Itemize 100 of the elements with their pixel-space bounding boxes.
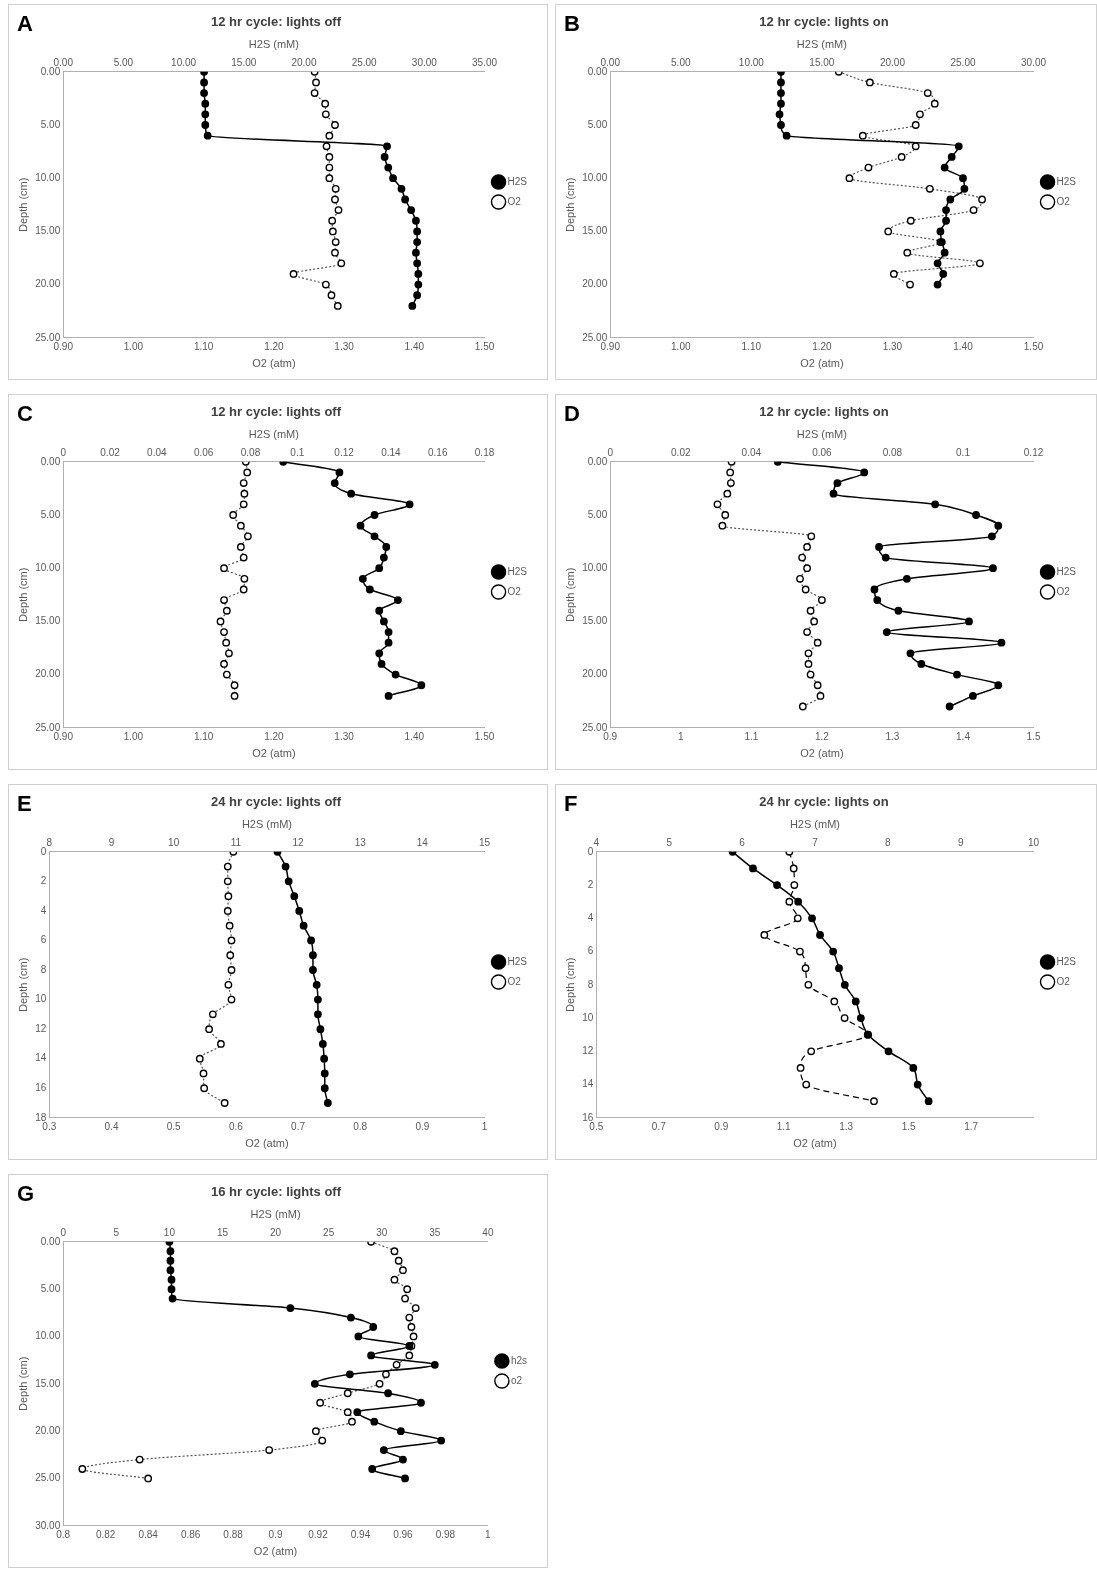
text: D <box>564 401 580 427</box>
y-tick-label: 20.00 <box>35 1424 61 1436</box>
x-tick-label: 0.9 <box>714 1120 729 1132</box>
y-tick-label: 4 <box>40 904 47 916</box>
x-tick-label: 1.3 <box>839 1120 854 1132</box>
x2-axis-title: H2S (mM) <box>796 38 847 51</box>
x2-tick-label: 0.16 <box>428 446 448 458</box>
x2-tick-label: 10 <box>1027 836 1040 848</box>
y-tick-label: 0.00 <box>40 1235 61 1247</box>
x2-tick-label: 0.08 <box>240 446 261 458</box>
y-axis-title: Depth (cm) <box>16 1356 29 1411</box>
x2-tick-label: 5 <box>113 1226 120 1238</box>
x-tick-label: 0.86 <box>180 1528 201 1540</box>
x2-tick-label: 0.02 <box>671 446 691 458</box>
text: E <box>17 791 32 817</box>
x-tick-label: 0.8 <box>56 1528 71 1540</box>
y-tick-label: 30.00 <box>35 1519 61 1531</box>
y-tick-label: 2 <box>587 878 594 890</box>
text: F <box>564 791 578 817</box>
x2-tick-label: 30.00 <box>411 56 438 68</box>
x2-tick-label: 20.00 <box>291 56 317 68</box>
x-tick-label: 0.96 <box>393 1528 414 1540</box>
y-axis-title: Depth (cm) <box>16 957 29 1012</box>
x-tick-label: 0.9 <box>415 1120 430 1132</box>
x-axis-title: O2 (atm) <box>793 1137 837 1150</box>
x2-axis-title: H2S (mM) <box>248 428 299 441</box>
y-tick-label: 12 <box>35 1022 47 1034</box>
y-tick-label: 5.00 <box>40 1282 61 1294</box>
y-tick-label: 8 <box>40 963 47 975</box>
y-tick-label: 20.00 <box>582 278 608 290</box>
x-axis-title: O2 (atm) <box>253 1545 298 1558</box>
legend-label: H2S <box>1056 565 1077 577</box>
x-tick-label: 1.30 <box>334 730 355 742</box>
x-tick-label: 1.30 <box>882 340 903 352</box>
legend-label: O2 <box>507 195 522 207</box>
x2-tick-label: 20 <box>269 1226 282 1238</box>
x2-tick-label: 14 <box>416 836 429 848</box>
x-tick-label: 0.5 <box>589 1120 604 1132</box>
y-tick-label: 4 <box>587 912 594 924</box>
x2-tick-label: 15 <box>216 1226 229 1238</box>
legend-label: H2S <box>507 955 528 967</box>
text: C <box>17 401 33 427</box>
x2-tick-label: 15 <box>478 836 491 848</box>
chart-title: 24 hr cycle: lights on <box>759 794 889 810</box>
x-tick-label: 1.1 <box>744 730 759 742</box>
y-axis-title: Depth (cm) <box>16 567 29 622</box>
y-tick-label: 15.00 <box>35 225 61 237</box>
x2-tick-label: 30.00 <box>1021 56 1047 68</box>
x2-tick-label: 35.00 <box>472 56 498 68</box>
x-axis-title: O2 (atm) <box>245 1137 289 1150</box>
x2-axis-title: H2S (mM) <box>248 38 299 51</box>
legend-label: O2 <box>507 975 522 987</box>
x-tick-label: 0.9 <box>603 730 618 742</box>
x-tick-label: 1.4 <box>956 730 971 742</box>
x-tick-label: 1.40 <box>404 340 425 352</box>
x2-tick-label: 35 <box>429 1226 441 1238</box>
x-tick-label: 1.20 <box>264 340 285 352</box>
legend-label: O2 <box>1056 195 1071 207</box>
x2-tick-label: 10.00 <box>738 56 765 68</box>
y-tick-label: 0.00 <box>587 65 608 77</box>
y-tick-label: 0 <box>587 845 594 857</box>
x2-tick-label: 5 <box>666 836 673 848</box>
y-tick-label: 10.00 <box>35 561 61 573</box>
x-tick-label: 1.50 <box>1023 340 1044 352</box>
x2-axis-title: H2S (mM) <box>250 1208 301 1221</box>
x-tick-label: 1.50 <box>474 730 495 742</box>
x2-axis-title: H2S (mM) <box>796 428 847 441</box>
y-tick-label: 10 <box>582 1011 594 1023</box>
text: B <box>564 11 580 37</box>
x-tick-label: 1.10 <box>193 730 214 742</box>
x2-tick-label: 0.1 <box>956 446 971 458</box>
x-tick-label: 1.7 <box>964 1120 979 1132</box>
x-tick-label: 0.4 <box>104 1120 119 1132</box>
x2-tick-label: 6 <box>739 836 746 848</box>
x2-tick-label: 40 <box>482 1226 494 1238</box>
text: A <box>17 11 33 37</box>
chart-title: 12 hr cycle: lights on <box>759 14 889 30</box>
x-tick-label: 1.40 <box>953 340 974 352</box>
x2-tick-label: 7 <box>812 836 819 848</box>
x2-tick-label: 15.00 <box>809 56 835 68</box>
x2-tick-label: 0.08 <box>882 446 903 458</box>
x2-tick-label: 30 <box>376 1226 388 1238</box>
x2-tick-label: 0.14 <box>381 446 402 458</box>
y-tick-label: 10 <box>35 993 47 1005</box>
x-tick-label: 1.40 <box>404 730 425 742</box>
y-axis-title: Depth (cm) <box>563 567 576 622</box>
x-tick-label: 0.7 <box>651 1120 667 1132</box>
x2-tick-label: 9 <box>957 836 964 848</box>
y-tick-label: 0.00 <box>40 455 61 467</box>
x2-tick-label: 0.00 <box>53 56 74 68</box>
y-tick-label: 25.00 <box>35 331 61 343</box>
legend-label: o2 <box>510 1374 523 1386</box>
y-tick-label: 5.00 <box>587 508 608 520</box>
legend-label: O2 <box>1056 975 1071 987</box>
chart-title: 12 hr cycle: lights off <box>210 404 342 420</box>
x2-tick-label: 0.18 <box>474 446 495 458</box>
legend-label: h2s <box>510 1354 527 1366</box>
x-tick-label: 1.30 <box>334 340 355 352</box>
y-tick-label: 12 <box>582 1045 594 1057</box>
y-tick-label: 6 <box>587 945 594 957</box>
